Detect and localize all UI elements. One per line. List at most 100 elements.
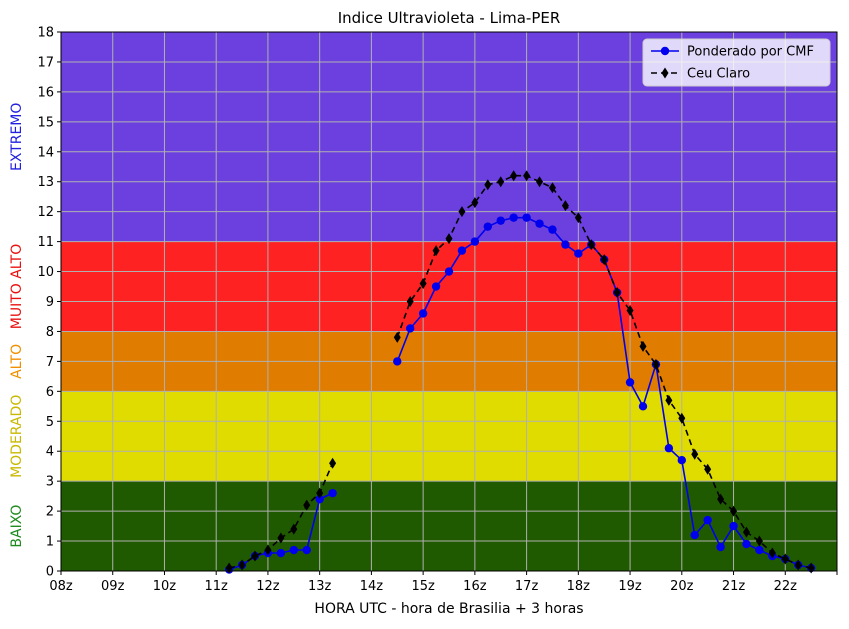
x-tick-label-5: 13z [308, 579, 332, 594]
series-0-point-1-3 [431, 282, 441, 291]
series-1-point-0-7 [316, 487, 324, 499]
series-0-point-1-21 [664, 444, 674, 453]
series-1-point-1-28 [755, 535, 763, 547]
series-0-point-1-11 [535, 219, 544, 228]
band-0 [61, 481, 837, 571]
y-tick-label-18: 18 [37, 26, 54, 41]
risk-bands [61, 32, 837, 571]
series-0-point-1-2 [418, 309, 428, 318]
series-0-point-1-13 [561, 240, 570, 249]
series-0-point-1-6 [470, 237, 480, 246]
y-tick-label-3: 3 [46, 475, 54, 490]
series-1-point-1-4 [445, 233, 453, 245]
legend-marker-1 [661, 67, 669, 79]
y-tick-label-14: 14 [37, 145, 54, 160]
series-1-point-1-14 [574, 212, 582, 224]
x-tick-label-8: 16z [463, 579, 487, 594]
series-1-point-1-15 [587, 239, 595, 251]
series-1-point-1-2 [419, 278, 427, 290]
x-tick-label-11: 19z [618, 579, 642, 594]
band-label-4: EXTREMO [9, 103, 25, 171]
series-1-point-0-8 [329, 457, 337, 469]
series-1-point-1-8 [497, 176, 505, 188]
y-tick-label-7: 7 [46, 355, 54, 370]
series-1-point-1-17 [613, 287, 621, 299]
legend-label-1: Ceu Claro [687, 67, 750, 82]
x-tick-label-0: 08z [49, 579, 73, 594]
series-0-point-1-18 [625, 378, 635, 387]
series-0-point-1-5 [457, 246, 467, 255]
series-1-point-1-24 [704, 463, 712, 475]
legend-box [642, 38, 831, 87]
series-1-point-0-4 [277, 532, 285, 544]
x-tick-label-3: 11z [205, 579, 229, 594]
series-0-point-1-27 [742, 539, 751, 549]
series-1-point-1-22 [678, 412, 686, 424]
series-layer [224, 170, 816, 574]
band-label-1: MODERADO [9, 395, 25, 478]
band-label-2: ALTO [9, 344, 25, 379]
x-tick-label-4: 12z [256, 579, 280, 594]
series-1-point-0-6 [303, 499, 311, 511]
y-tick-label-13: 13 [37, 175, 54, 190]
x-tick-label-14: 22z [774, 579, 798, 594]
y-tick-label-15: 15 [37, 115, 54, 130]
series-1-point-1-3 [432, 245, 440, 257]
series-1-point-1-6 [471, 197, 479, 209]
y-tick-label-8: 8 [46, 325, 54, 340]
x-axis-label: HORA UTC - hora de Brasilia + 3 horas [314, 601, 583, 617]
series-1-point-1-29 [768, 547, 776, 559]
y-tick-label-2: 2 [46, 505, 54, 520]
series-0-point-1-9 [509, 213, 518, 222]
series-0-point-1-1 [406, 324, 415, 333]
series-0-point-1-8 [496, 216, 505, 225]
y-tick-label-9: 9 [46, 295, 54, 310]
band-3 [61, 241, 837, 332]
series-1-point-1-30 [781, 553, 789, 565]
series-1-point-1-19 [639, 340, 647, 352]
y-tick-label-5: 5 [46, 415, 54, 430]
x-tick-label-6: 14z [360, 579, 384, 594]
series-0-point-1-0 [393, 357, 402, 366]
y-tick-label-1: 1 [46, 535, 54, 550]
x-tick-label-12: 20z [670, 579, 694, 594]
y-tick-label-12: 12 [37, 205, 54, 220]
series-1-point-1-0 [393, 331, 401, 343]
series-0-point-1-10 [522, 213, 531, 222]
series-0-point-1-24 [703, 515, 712, 525]
y-tick-label-11: 11 [37, 235, 54, 250]
x-tick-label-1: 09z [101, 579, 125, 594]
series-0-point-0-5 [289, 545, 298, 555]
series-0-point-0-8 [328, 488, 337, 498]
series-0-point-0-7 [315, 494, 324, 504]
band-1 [61, 391, 837, 482]
series-0-point-1-28 [755, 545, 764, 555]
y-tick-label-4: 4 [46, 445, 54, 460]
series-0-point-1-19 [638, 402, 648, 411]
series-1-point-1-13 [561, 200, 569, 212]
series-1-point-1-10 [523, 170, 531, 182]
series-1-point-1-25 [717, 493, 725, 505]
x-tick-label-9: 17z [515, 579, 539, 594]
series-0-point-0-6 [302, 545, 311, 555]
band-labels: BAIXO MODERADO ALTO MUITO ALTO EXTREMO [9, 103, 25, 548]
legend: Ponderado por CMF Ceu Claro [642, 38, 831, 87]
x-axis-ticks: 08z 09z 10z 11z 12z 13z 14z 15z 16z 17z 18z 19z 20z 2… [49, 571, 838, 594]
series-1-point-0-2 [251, 550, 259, 562]
series-1-point-1-16 [600, 254, 608, 266]
x-tick-label-7: 15z [411, 579, 435, 594]
series-1-point-0-5 [290, 523, 298, 535]
series-1-point-1-11 [536, 176, 544, 188]
series-1-point-1-9 [510, 170, 518, 182]
series-1-line-1 [396, 174, 812, 569]
series-1-point-1-5 [458, 206, 466, 218]
legend-label-0: Ponderado por CMF [687, 45, 814, 60]
series-0-point-1-12 [548, 225, 557, 234]
series-1-point-1-12 [548, 182, 556, 194]
series-1-point-0-3 [264, 544, 272, 556]
series-1-point-1-31 [794, 559, 802, 571]
grid-lines [60, 31, 838, 572]
series-0-point-0-4 [276, 548, 286, 558]
